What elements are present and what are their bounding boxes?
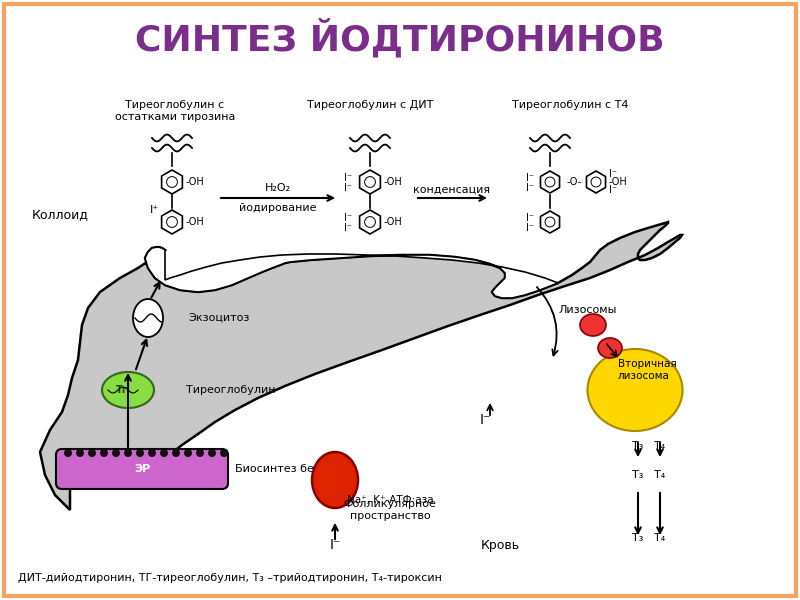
Text: I⁻: I⁻	[344, 183, 352, 193]
Text: Тиреоглобулин с Т4: Тиреоглобулин с Т4	[512, 100, 628, 110]
Circle shape	[166, 217, 178, 227]
Text: I⁻: I⁻	[526, 223, 534, 233]
Text: T₄: T₄	[654, 441, 666, 451]
Polygon shape	[541, 171, 559, 193]
Text: Вторичная
лизосома: Вторичная лизосома	[618, 359, 677, 381]
Text: Тиреоглобулин с
остатками тирозина: Тиреоглобулин с остатками тирозина	[115, 100, 235, 122]
Text: СИНТЕЗ ЙОДТИРОНИНОВ: СИНТЕЗ ЙОДТИРОНИНОВ	[135, 18, 665, 58]
Text: Фолликулярное
пространство: Фолликулярное пространство	[343, 499, 437, 521]
Circle shape	[365, 176, 375, 187]
Text: I⁻: I⁻	[344, 223, 352, 233]
Text: T₃: T₃	[632, 441, 644, 451]
Text: I⁻: I⁻	[526, 213, 534, 223]
Circle shape	[208, 449, 216, 457]
Polygon shape	[40, 222, 682, 510]
Text: Тиреоглобулин: Тиреоглобулин	[186, 385, 275, 395]
Circle shape	[545, 177, 555, 187]
Ellipse shape	[102, 372, 154, 408]
Circle shape	[100, 449, 108, 457]
Text: I⁺: I⁺	[150, 205, 158, 215]
Text: Коллоид: Коллоид	[32, 208, 89, 221]
Circle shape	[545, 217, 555, 227]
Circle shape	[148, 449, 156, 457]
Circle shape	[172, 449, 180, 457]
Circle shape	[136, 449, 144, 457]
Text: I⁻: I⁻	[479, 413, 490, 427]
Circle shape	[591, 177, 601, 187]
Text: I⁻: I⁻	[344, 173, 352, 183]
Circle shape	[88, 449, 96, 457]
Text: -OH: -OH	[384, 217, 402, 227]
Circle shape	[166, 176, 178, 187]
Ellipse shape	[580, 314, 606, 336]
Circle shape	[112, 449, 120, 457]
Circle shape	[196, 449, 204, 457]
Text: I⁻: I⁻	[609, 185, 617, 195]
Text: T₃: T₃	[632, 533, 644, 543]
Circle shape	[184, 449, 192, 457]
Ellipse shape	[598, 338, 622, 358]
Circle shape	[64, 449, 72, 457]
Ellipse shape	[133, 299, 163, 337]
Text: ДИТ-дийодтиронин, ТГ-тиреоглобулин, Т₃ –трийодтиронин, Т₄-тироксин: ДИТ-дийодтиронин, ТГ-тиреоглобулин, Т₃ –…	[18, 573, 442, 583]
FancyBboxPatch shape	[56, 449, 228, 489]
Text: I⁻: I⁻	[330, 538, 341, 552]
Text: -OH: -OH	[384, 177, 402, 187]
Text: конденсация: конденсация	[414, 185, 490, 195]
Polygon shape	[145, 247, 558, 298]
Ellipse shape	[587, 349, 682, 431]
Text: T₃: T₃	[632, 470, 644, 480]
FancyBboxPatch shape	[4, 4, 796, 596]
Circle shape	[76, 449, 84, 457]
Text: Экзоцитоз: Экзоцитоз	[188, 313, 250, 323]
Circle shape	[160, 449, 168, 457]
Text: I⁻: I⁻	[344, 213, 352, 223]
Polygon shape	[162, 210, 182, 234]
Text: -OH: -OH	[186, 177, 205, 187]
Text: ЭР: ЭР	[134, 464, 150, 474]
Text: T₄: T₄	[654, 533, 666, 543]
Polygon shape	[360, 210, 380, 234]
Text: Na⁺, K⁺-АТФ:аза: Na⁺, K⁺-АТФ:аза	[346, 495, 434, 505]
Polygon shape	[360, 170, 380, 194]
Circle shape	[365, 217, 375, 227]
Circle shape	[124, 449, 132, 457]
Circle shape	[220, 449, 228, 457]
Text: Кровь: Кровь	[481, 539, 519, 551]
Text: I⁻: I⁻	[526, 173, 534, 183]
Ellipse shape	[312, 452, 358, 508]
Text: Лизосомы: Лизосомы	[558, 305, 616, 315]
Polygon shape	[162, 170, 182, 194]
Text: H₂O₂: H₂O₂	[265, 183, 291, 193]
Text: I⁻: I⁻	[609, 169, 617, 179]
Polygon shape	[541, 211, 559, 233]
Text: Тиреоглобулин с ДИТ: Тиреоглобулин с ДИТ	[307, 100, 433, 110]
Text: -OH: -OH	[609, 177, 628, 187]
Polygon shape	[586, 171, 606, 193]
Text: T₄: T₄	[654, 470, 666, 480]
Text: I⁻: I⁻	[526, 183, 534, 193]
Text: -OH: -OH	[186, 217, 205, 227]
Text: -O-: -O-	[567, 177, 582, 187]
Text: Биосинтез белка: Биосинтез белка	[235, 464, 334, 474]
Text: йодирование: йодирование	[239, 203, 317, 213]
Text: Тг: Тг	[116, 385, 128, 395]
